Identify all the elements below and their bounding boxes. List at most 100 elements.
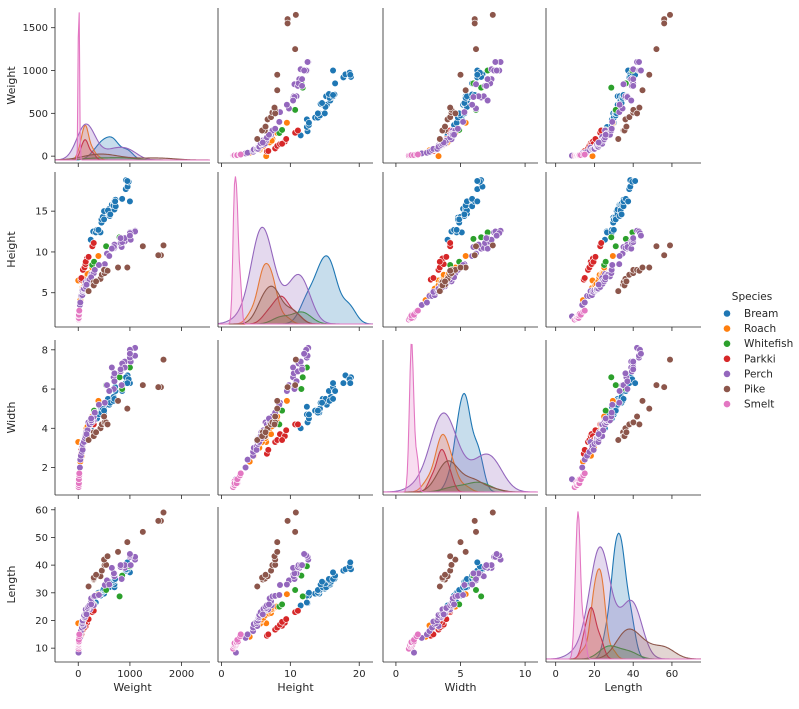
point-perch [623, 377, 631, 385]
y-tick-label: 6 [42, 385, 48, 396]
legend-label: Perch [744, 368, 773, 380]
point-parkki [84, 253, 93, 261]
point-bream [331, 79, 339, 87]
point-pike [638, 397, 647, 405]
point-bream [624, 197, 632, 205]
point-perch [95, 591, 103, 599]
point-smelt [581, 150, 589, 159]
panel-weight-vs-width [382, 8, 538, 167]
point-pike [451, 109, 459, 117]
y-tick-label: 30 [35, 588, 48, 599]
point-bream [473, 71, 481, 79]
point-whitefish [602, 407, 610, 415]
point-pike [652, 381, 661, 389]
panel-weight-vs-length [545, 8, 701, 167]
point-perch [450, 131, 458, 139]
point-perch [608, 118, 616, 126]
point-bream [318, 99, 326, 107]
point-pike [652, 242, 661, 250]
point-perch [126, 232, 134, 240]
y-axis-label-length: Length [5, 566, 18, 604]
plot-area [405, 508, 505, 657]
point-roach [283, 590, 291, 598]
point-perch [621, 369, 630, 377]
point-bream [106, 210, 114, 219]
point-perch [303, 58, 312, 66]
point-perch [275, 591, 283, 599]
point-perch [117, 365, 125, 374]
point-perch [298, 82, 306, 90]
point-perch [482, 561, 490, 569]
point-parkki [282, 426, 290, 434]
legend-item-roach: Roach [723, 323, 776, 335]
y-tick-label: 15 [35, 207, 48, 218]
point-whitefish [291, 586, 299, 594]
y-tick-label: 1500 [23, 23, 48, 34]
point-pike [451, 555, 459, 564]
panel-width-vs-length [545, 340, 701, 499]
point-pike [489, 11, 497, 19]
kde-fill-parkki [218, 296, 373, 324]
point-bream [473, 177, 481, 185]
point-perch [484, 75, 492, 83]
point-pike [270, 420, 279, 428]
point-perch [108, 245, 116, 253]
point-perch [637, 350, 645, 358]
point-perch [265, 131, 273, 139]
point-bream [94, 226, 102, 234]
point-bream [318, 399, 326, 407]
kde-fill-whitefish [383, 482, 538, 492]
kde-line-pike [546, 628, 701, 660]
kde-fill-smelt [546, 511, 701, 659]
point-pike [261, 571, 270, 579]
point-bream [318, 578, 326, 586]
point-perch [87, 600, 95, 609]
point-bream [303, 403, 311, 411]
point-bream [339, 379, 347, 387]
point-whitefish [607, 84, 615, 92]
point-perch [581, 298, 589, 307]
point-perch [616, 252, 624, 260]
point-whitefish [299, 373, 307, 381]
point-smelt [237, 630, 245, 638]
point-pike [123, 405, 131, 413]
point-pike [436, 582, 444, 591]
point-perch [117, 234, 125, 242]
point-perch [460, 108, 468, 116]
point-smelt [414, 630, 422, 638]
point-pike [436, 135, 444, 143]
kde-fill-pike [55, 154, 210, 160]
point-perch [460, 581, 468, 589]
point-pike [283, 517, 292, 525]
y-tick-label: 10 [35, 247, 48, 258]
x-axis-label-length: Length [605, 681, 643, 694]
point-pike [261, 428, 270, 436]
point-perch [590, 446, 598, 454]
point-perch [271, 125, 279, 133]
panel-length-vs-width: 0 5 10 Width [382, 507, 538, 694]
panel-height-vs-height [217, 172, 373, 331]
point-bream [346, 379, 354, 387]
y-axis-label-width: Width [5, 401, 18, 433]
point-whitefish [278, 600, 286, 609]
point-perch [82, 280, 91, 289]
point-pike [270, 103, 279, 112]
point-pike [456, 71, 465, 79]
point-perch [469, 93, 478, 101]
kde-fill-perch [383, 412, 538, 492]
point-pike [446, 103, 454, 112]
point-parkki [294, 607, 302, 615]
kde-fill-smelt [218, 176, 373, 324]
point-pike [645, 71, 653, 79]
point-pike [273, 71, 281, 79]
point-bream [314, 109, 322, 117]
kde-fill-pike [546, 629, 701, 659]
point-perch [126, 550, 134, 558]
point-perch [105, 580, 113, 589]
point-pike [660, 383, 668, 391]
point-pike [471, 517, 479, 525]
point-bream [331, 387, 339, 395]
point-pike [114, 397, 122, 405]
point-pike [159, 508, 168, 517]
point-pike [92, 277, 100, 285]
